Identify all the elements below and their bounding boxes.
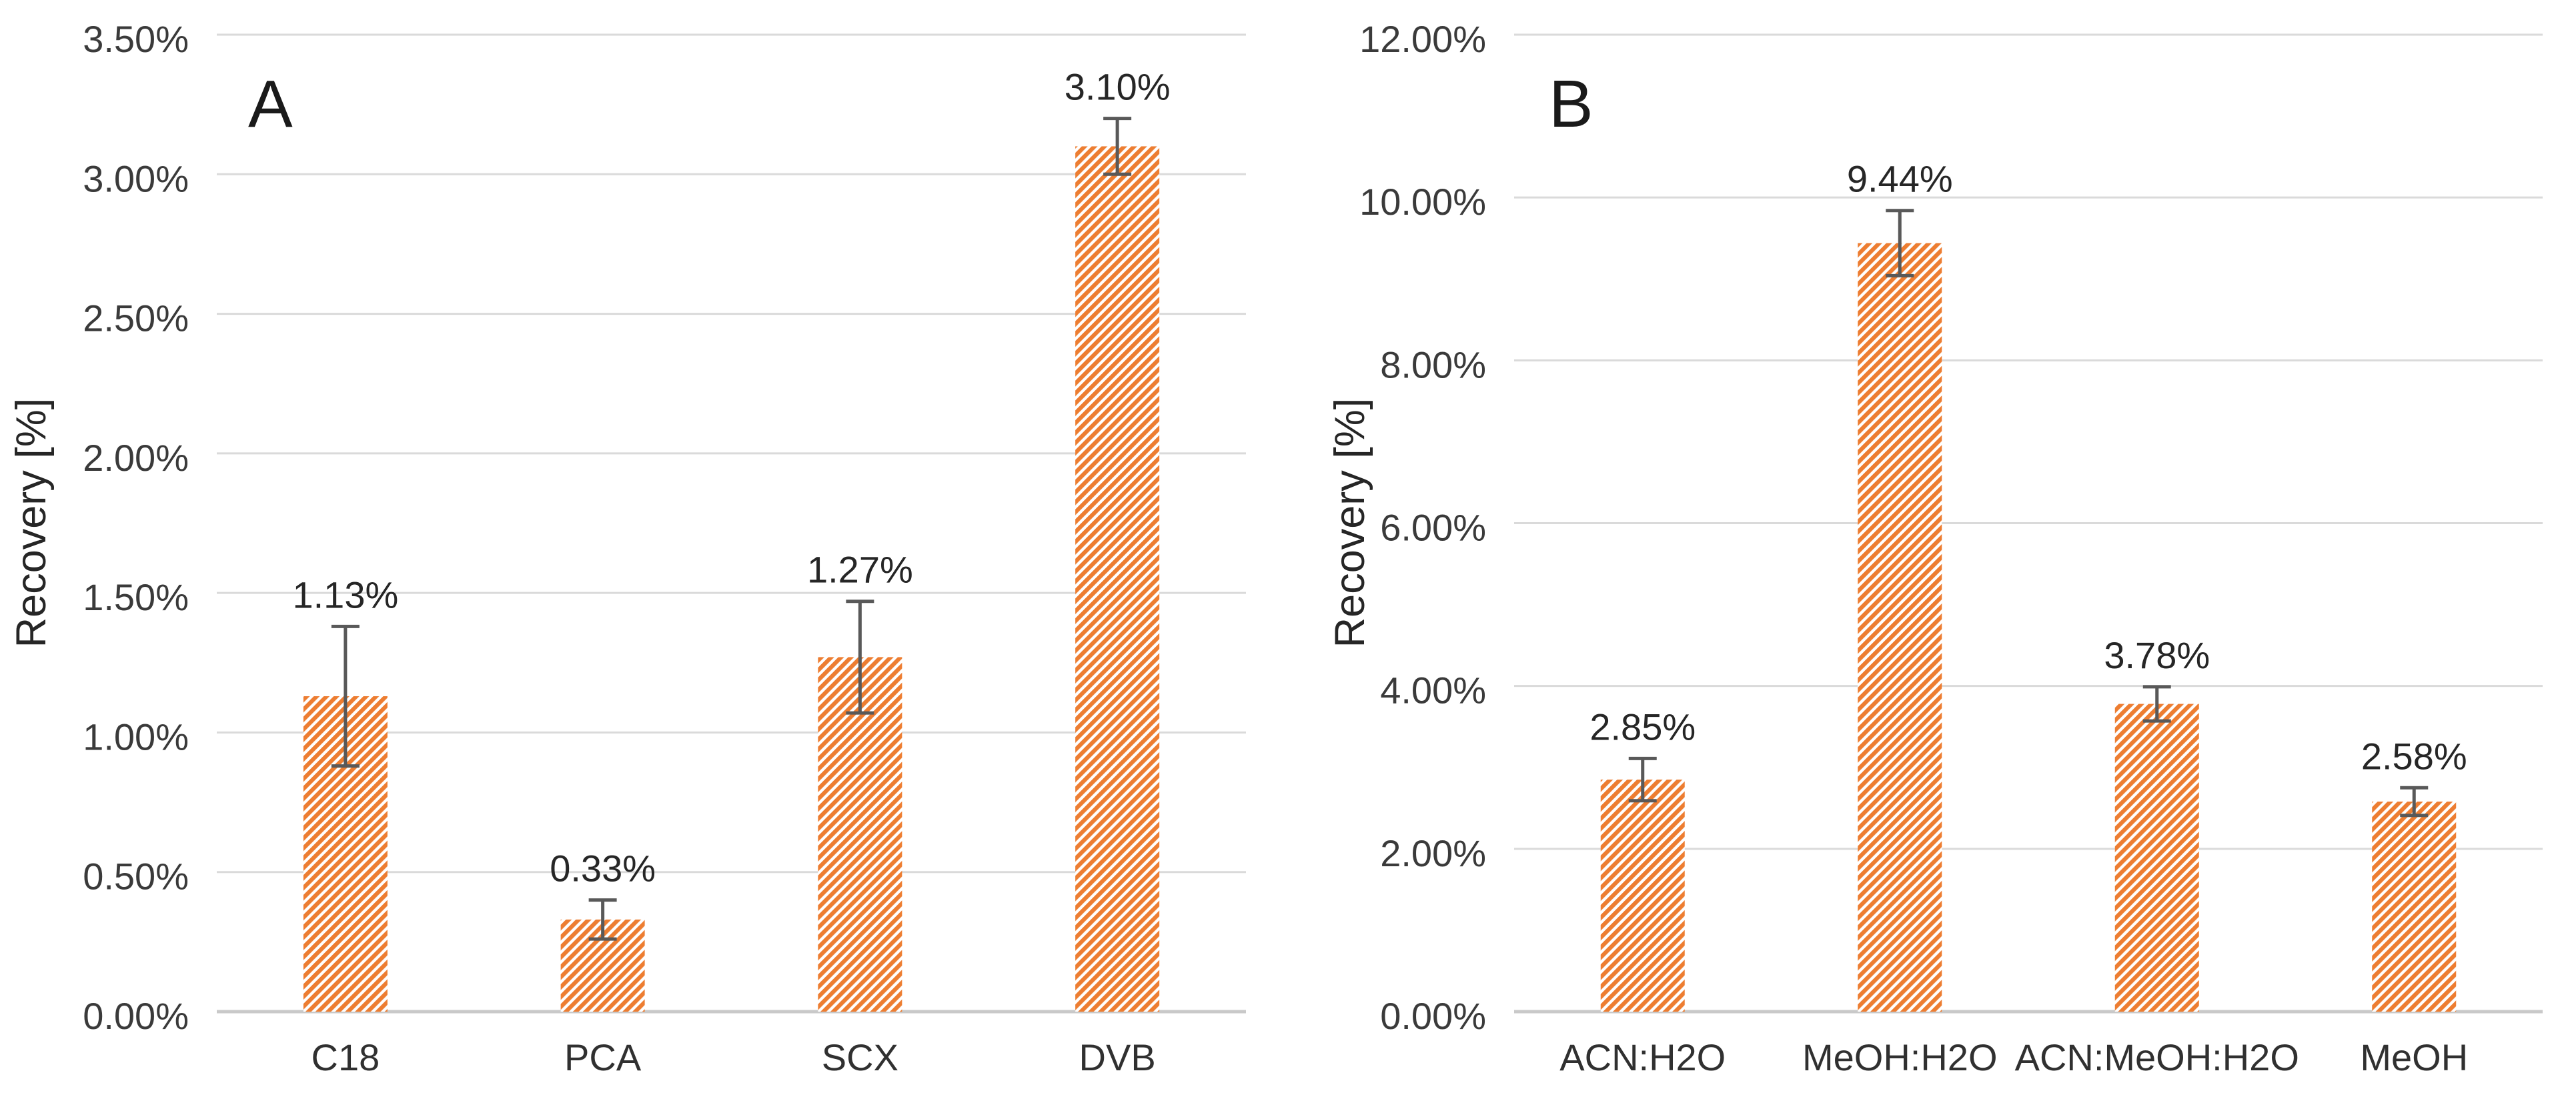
- data-label: 3.10%: [1065, 66, 1171, 108]
- bar: [2372, 802, 2457, 1012]
- y-tick-label: 0.00%: [83, 995, 189, 1037]
- bar: [1600, 780, 1685, 1012]
- bar: [1858, 243, 1942, 1012]
- bar: [818, 657, 902, 1012]
- data-label: 0.33%: [550, 848, 656, 890]
- x-category-label: MeOH: [2360, 1036, 2468, 1078]
- x-category-label: ACN:H2O: [1559, 1036, 1726, 1078]
- y-tick-label: 3.50%: [83, 18, 189, 60]
- panel-b: 0.00% 2.00% 4.00% 6.00% 8.00% 10.00% 12.00% Rec…: [1327, 18, 2543, 1078]
- error-bar: [846, 600, 874, 715]
- y-tick-label: 4.00%: [1380, 670, 1486, 712]
- y-tick-label: 2.00%: [83, 437, 189, 479]
- data-label: 3.78%: [2104, 634, 2210, 676]
- y-tick-label: 10.00%: [1359, 181, 1486, 223]
- panel-label: B: [1549, 67, 1593, 141]
- y-axis-title: Recovery [%]: [1327, 398, 1373, 648]
- y-tick-label: 2.50%: [83, 297, 189, 339]
- y-tick-label: 1.50%: [83, 576, 189, 618]
- error-bar: [1103, 117, 1132, 176]
- error-bar: [331, 624, 360, 768]
- error-bar: [2400, 786, 2429, 818]
- x-category-label: DVB: [1079, 1036, 1156, 1078]
- y-tick-label: 6.00%: [1380, 507, 1486, 549]
- data-label: 2.85%: [1589, 706, 1696, 748]
- x-category-label: C18: [311, 1036, 380, 1078]
- bar: [2114, 704, 2199, 1012]
- data-label: 2.58%: [2361, 735, 2467, 777]
- y-axis-title: Recovery [%]: [8, 398, 55, 648]
- y-tick-label: 0.00%: [1380, 995, 1486, 1037]
- y-tick-label: 0.50%: [83, 856, 189, 898]
- data-label: 1.27%: [807, 549, 913, 591]
- y-tick-label: 12.00%: [1359, 18, 1486, 60]
- bar: [1075, 146, 1160, 1012]
- y-tick-label: 3.00%: [83, 157, 189, 199]
- x-category-label: SCX: [822, 1036, 898, 1078]
- y-tick-label: 1.00%: [83, 716, 189, 758]
- error-bar: [588, 898, 617, 941]
- error-bar: [2142, 685, 2171, 723]
- x-category-label: ACN:MeOH:H2O: [2015, 1036, 2299, 1078]
- y-tick-label: 2.00%: [1380, 832, 1486, 874]
- data-label: 1.13%: [292, 574, 398, 616]
- error-bar: [1886, 209, 1914, 277]
- y-tick-label: 8.00%: [1380, 343, 1486, 385]
- data-label: 9.44%: [1847, 158, 1953, 200]
- x-category-label: PCA: [564, 1036, 642, 1078]
- panel-a: 0.00% 0.50% 1.00% 1.50% 2.00% 2.50% 3.00% 3.50%…: [8, 18, 1246, 1078]
- panel-label: A: [248, 67, 293, 141]
- x-category-label: MeOH:H2O: [1802, 1036, 1998, 1078]
- error-bar: [1628, 756, 1657, 803]
